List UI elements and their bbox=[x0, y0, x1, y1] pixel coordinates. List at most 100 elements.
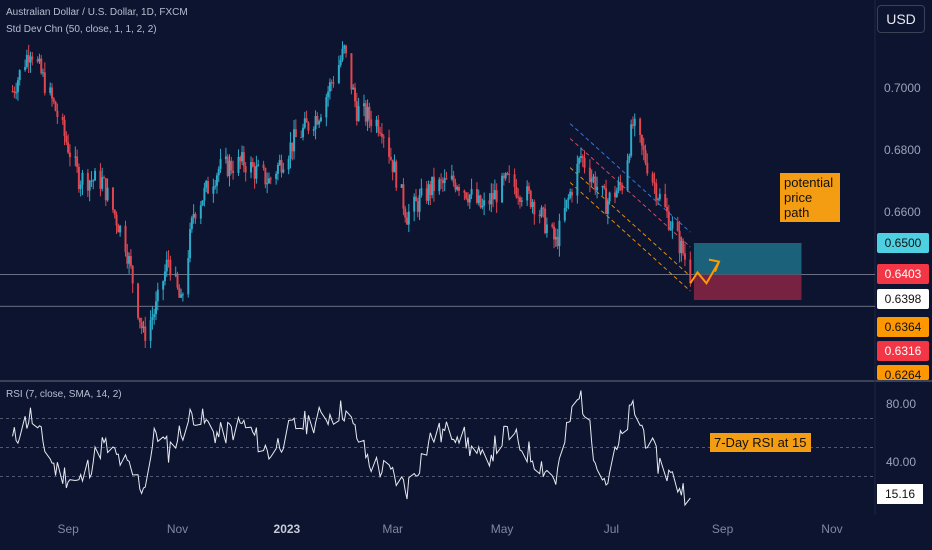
candle-body bbox=[425, 188, 428, 201]
price-tag: 0.6364 bbox=[877, 317, 929, 337]
candle-body bbox=[18, 70, 21, 81]
candle-body bbox=[395, 161, 398, 188]
candle-body bbox=[251, 162, 254, 167]
candle-body bbox=[413, 196, 416, 212]
candle-body bbox=[40, 58, 43, 74]
candle-body bbox=[267, 178, 270, 184]
candle-body bbox=[605, 188, 608, 214]
candle-body bbox=[257, 164, 260, 166]
price-path-arrow bbox=[689, 261, 720, 286]
candle-body bbox=[615, 190, 618, 198]
candle-body bbox=[126, 252, 129, 264]
candle-body bbox=[29, 56, 32, 63]
candle-body bbox=[445, 178, 448, 180]
candle-body bbox=[194, 213, 197, 219]
candle-body bbox=[581, 156, 584, 158]
candle-body bbox=[291, 142, 294, 152]
candle-body bbox=[420, 188, 423, 196]
candle-body bbox=[678, 230, 681, 254]
candle-body bbox=[642, 145, 645, 151]
candle-body bbox=[418, 195, 421, 212]
candle-body bbox=[239, 156, 242, 162]
candle-body bbox=[490, 193, 493, 205]
candle-body bbox=[362, 103, 365, 107]
candle-body bbox=[492, 193, 495, 200]
candle-body bbox=[680, 240, 683, 254]
candle-body bbox=[68, 152, 71, 158]
candle-body bbox=[406, 217, 409, 225]
candle-body bbox=[24, 66, 27, 71]
candle-body bbox=[626, 160, 629, 191]
candle-body bbox=[658, 193, 661, 200]
candle-body bbox=[404, 208, 407, 218]
std-dev-channel-line bbox=[569, 167, 691, 277]
candle-body bbox=[253, 166, 256, 179]
candle-body bbox=[149, 320, 152, 341]
currency-button[interactable]: USD bbox=[877, 5, 925, 33]
candle-body bbox=[481, 205, 484, 208]
candle-body bbox=[189, 229, 192, 259]
candle-body bbox=[287, 158, 290, 170]
y-tick-label: 0.7000 bbox=[884, 81, 921, 95]
candle-body bbox=[178, 287, 181, 298]
candle-body bbox=[504, 173, 507, 179]
candle-body bbox=[458, 186, 461, 191]
candle-body bbox=[621, 185, 624, 191]
candle-body bbox=[117, 225, 120, 233]
candle-body bbox=[527, 186, 530, 191]
candle-body bbox=[594, 176, 597, 191]
candle-body bbox=[513, 174, 516, 187]
candle-body bbox=[151, 317, 154, 321]
candle-body bbox=[332, 82, 335, 84]
candle-body bbox=[456, 186, 459, 190]
potential-price-path-label: potential price path bbox=[780, 173, 840, 222]
candle-body bbox=[192, 213, 195, 218]
candle-body bbox=[74, 156, 77, 158]
std-dev-channel-legend: Std Dev Chn (50, close, 1, 1, 2, 2) bbox=[6, 24, 157, 35]
candle-body bbox=[262, 164, 265, 168]
candle-body bbox=[144, 326, 147, 341]
label-line: price bbox=[784, 190, 813, 205]
candle-body bbox=[205, 180, 208, 188]
rsi-note-label: 7-Day RSI at 15 bbox=[710, 433, 811, 452]
candle-body bbox=[529, 190, 532, 208]
candle-body bbox=[630, 124, 633, 156]
candle-body bbox=[583, 157, 586, 168]
candle-body bbox=[633, 118, 636, 126]
x-tick-label: Sep bbox=[57, 522, 79, 536]
candle-body bbox=[54, 101, 57, 111]
candle-body bbox=[619, 182, 622, 186]
candle-body bbox=[646, 162, 649, 174]
candle-body bbox=[608, 192, 611, 202]
candle-body bbox=[352, 87, 355, 90]
candle-body bbox=[16, 80, 19, 93]
candle-body bbox=[450, 175, 453, 180]
candle-body bbox=[305, 118, 308, 123]
candle-body bbox=[414, 196, 417, 202]
candle-body bbox=[343, 45, 346, 49]
candle-body bbox=[427, 184, 430, 201]
candle-body bbox=[554, 236, 557, 240]
candle-body bbox=[237, 156, 240, 173]
candle-body bbox=[119, 225, 122, 233]
candle-body bbox=[682, 240, 685, 254]
candle-body bbox=[92, 180, 95, 182]
candle-body bbox=[570, 191, 573, 196]
candle-body bbox=[465, 192, 468, 199]
candle-body bbox=[129, 256, 132, 266]
candle-body bbox=[683, 253, 686, 260]
candle-body bbox=[567, 197, 570, 200]
candle-body bbox=[187, 258, 190, 295]
rsi-tick-label: 40.00 bbox=[886, 455, 917, 469]
candle-body bbox=[669, 228, 672, 230]
x-tick-label: Jul bbox=[603, 522, 620, 536]
candle-body bbox=[106, 187, 109, 201]
candle-body bbox=[206, 180, 209, 194]
candle-body bbox=[88, 180, 91, 191]
candle-body bbox=[138, 317, 141, 322]
candle-body bbox=[219, 159, 222, 169]
candle-body bbox=[275, 173, 278, 179]
candle-body bbox=[477, 195, 480, 203]
candle-body bbox=[379, 132, 382, 134]
